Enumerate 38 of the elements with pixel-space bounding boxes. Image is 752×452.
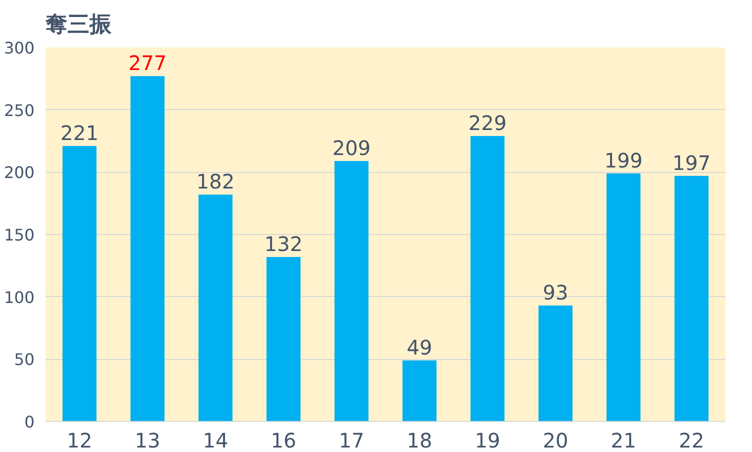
data-label: 209 xyxy=(332,136,371,160)
y-tick-label: 300 xyxy=(4,38,35,58)
bar xyxy=(402,360,436,422)
x-tick-label: 13 xyxy=(134,428,160,452)
y-tick-label: 50 xyxy=(14,350,34,370)
bar xyxy=(674,176,708,422)
data-label: 277 xyxy=(128,51,167,76)
chart-title: 奪三振 xyxy=(44,12,112,38)
bar xyxy=(266,256,300,422)
x-tick-label: 17 xyxy=(338,428,364,452)
data-label: 182 xyxy=(196,170,235,194)
y-tick-label: 100 xyxy=(4,288,35,307)
data-label: 199 xyxy=(604,148,643,172)
data-label: 221 xyxy=(60,120,99,145)
y-tick-label: 150 xyxy=(4,226,35,244)
data-label: 229 xyxy=(468,111,507,136)
bar xyxy=(198,194,232,422)
data-label: 93 xyxy=(542,280,568,305)
x-tick-label: 21 xyxy=(610,428,636,452)
x-tick-label: 16 xyxy=(270,428,296,452)
bar xyxy=(130,76,164,422)
x-tick-label: 22 xyxy=(678,428,704,452)
y-tick-label: 200 xyxy=(4,163,35,182)
data-label: 49 xyxy=(406,335,432,360)
bar xyxy=(538,306,572,422)
bar xyxy=(606,173,640,422)
data-label: 197 xyxy=(672,150,711,175)
x-tick-label: 19 xyxy=(474,428,500,452)
y-tick-label: 0 xyxy=(24,412,35,432)
data-label: 132 xyxy=(264,232,303,256)
x-tick-label: 20 xyxy=(542,428,568,452)
y-tick-label: 250 xyxy=(4,100,35,120)
bar xyxy=(62,146,96,422)
bar xyxy=(334,160,368,422)
x-tick-label: 14 xyxy=(202,428,228,452)
x-tick-label: 18 xyxy=(406,428,432,452)
x-tick-label: 12 xyxy=(66,428,92,452)
bar xyxy=(470,136,504,422)
